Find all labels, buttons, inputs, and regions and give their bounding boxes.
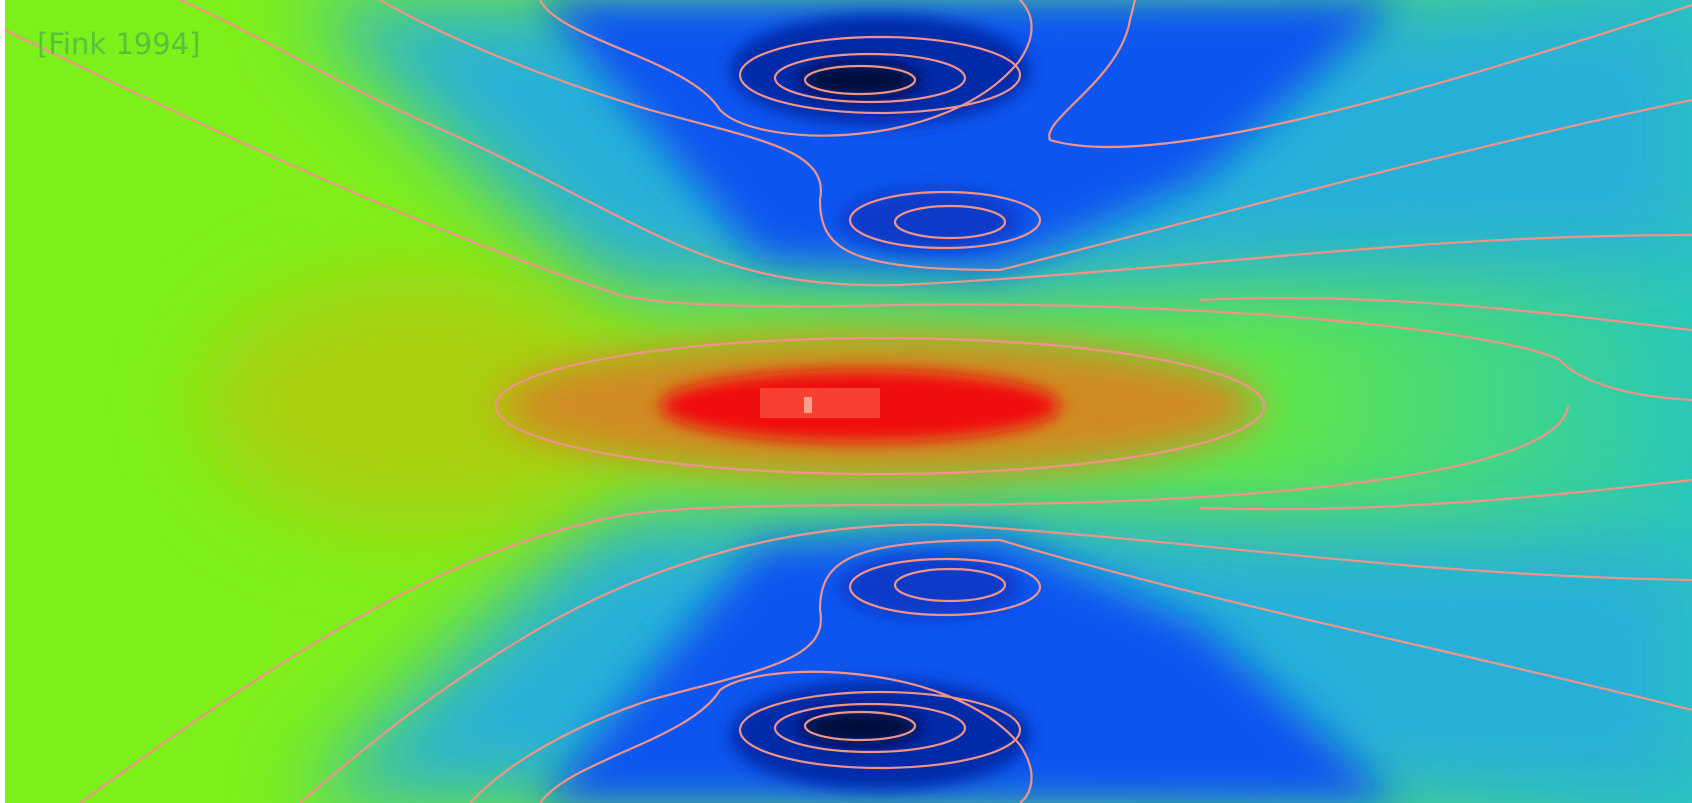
contour bbox=[619, 293, 1692, 402]
contour bbox=[773, 52, 967, 104]
contour bbox=[494, 336, 1266, 476]
contour bbox=[539, 0, 1033, 137]
source-label: [Fink 1994] bbox=[37, 27, 200, 61]
contour bbox=[848, 557, 1042, 617]
contour bbox=[179, 0, 1692, 287]
vortex bbox=[840, 188, 1020, 252]
contour bbox=[803, 64, 917, 96]
contour bbox=[299, 523, 1692, 803]
contour bbox=[1199, 296, 1692, 332]
contour bbox=[848, 190, 1042, 250]
hot-spot bbox=[760, 388, 880, 418]
contour bbox=[803, 710, 917, 742]
field bbox=[5, 0, 1692, 803]
vortex bbox=[840, 555, 1020, 619]
contours bbox=[4, 0, 1692, 803]
contour bbox=[4, 29, 621, 297]
contour bbox=[469, 538, 1692, 803]
hot-spot bbox=[804, 397, 812, 413]
warm-region bbox=[200, 273, 640, 533]
contour bbox=[738, 690, 1022, 770]
contour bbox=[893, 204, 1007, 240]
contour bbox=[893, 567, 1007, 603]
contour bbox=[1048, 0, 1692, 149]
contour bbox=[79, 405, 1570, 803]
contour bbox=[773, 702, 967, 754]
contour bbox=[539, 670, 1033, 803]
vortex-core bbox=[800, 709, 920, 745]
contour bbox=[379, 0, 1692, 272]
contour bbox=[738, 35, 1022, 115]
contour bbox=[1199, 478, 1692, 511]
vortex-core bbox=[800, 62, 920, 98]
